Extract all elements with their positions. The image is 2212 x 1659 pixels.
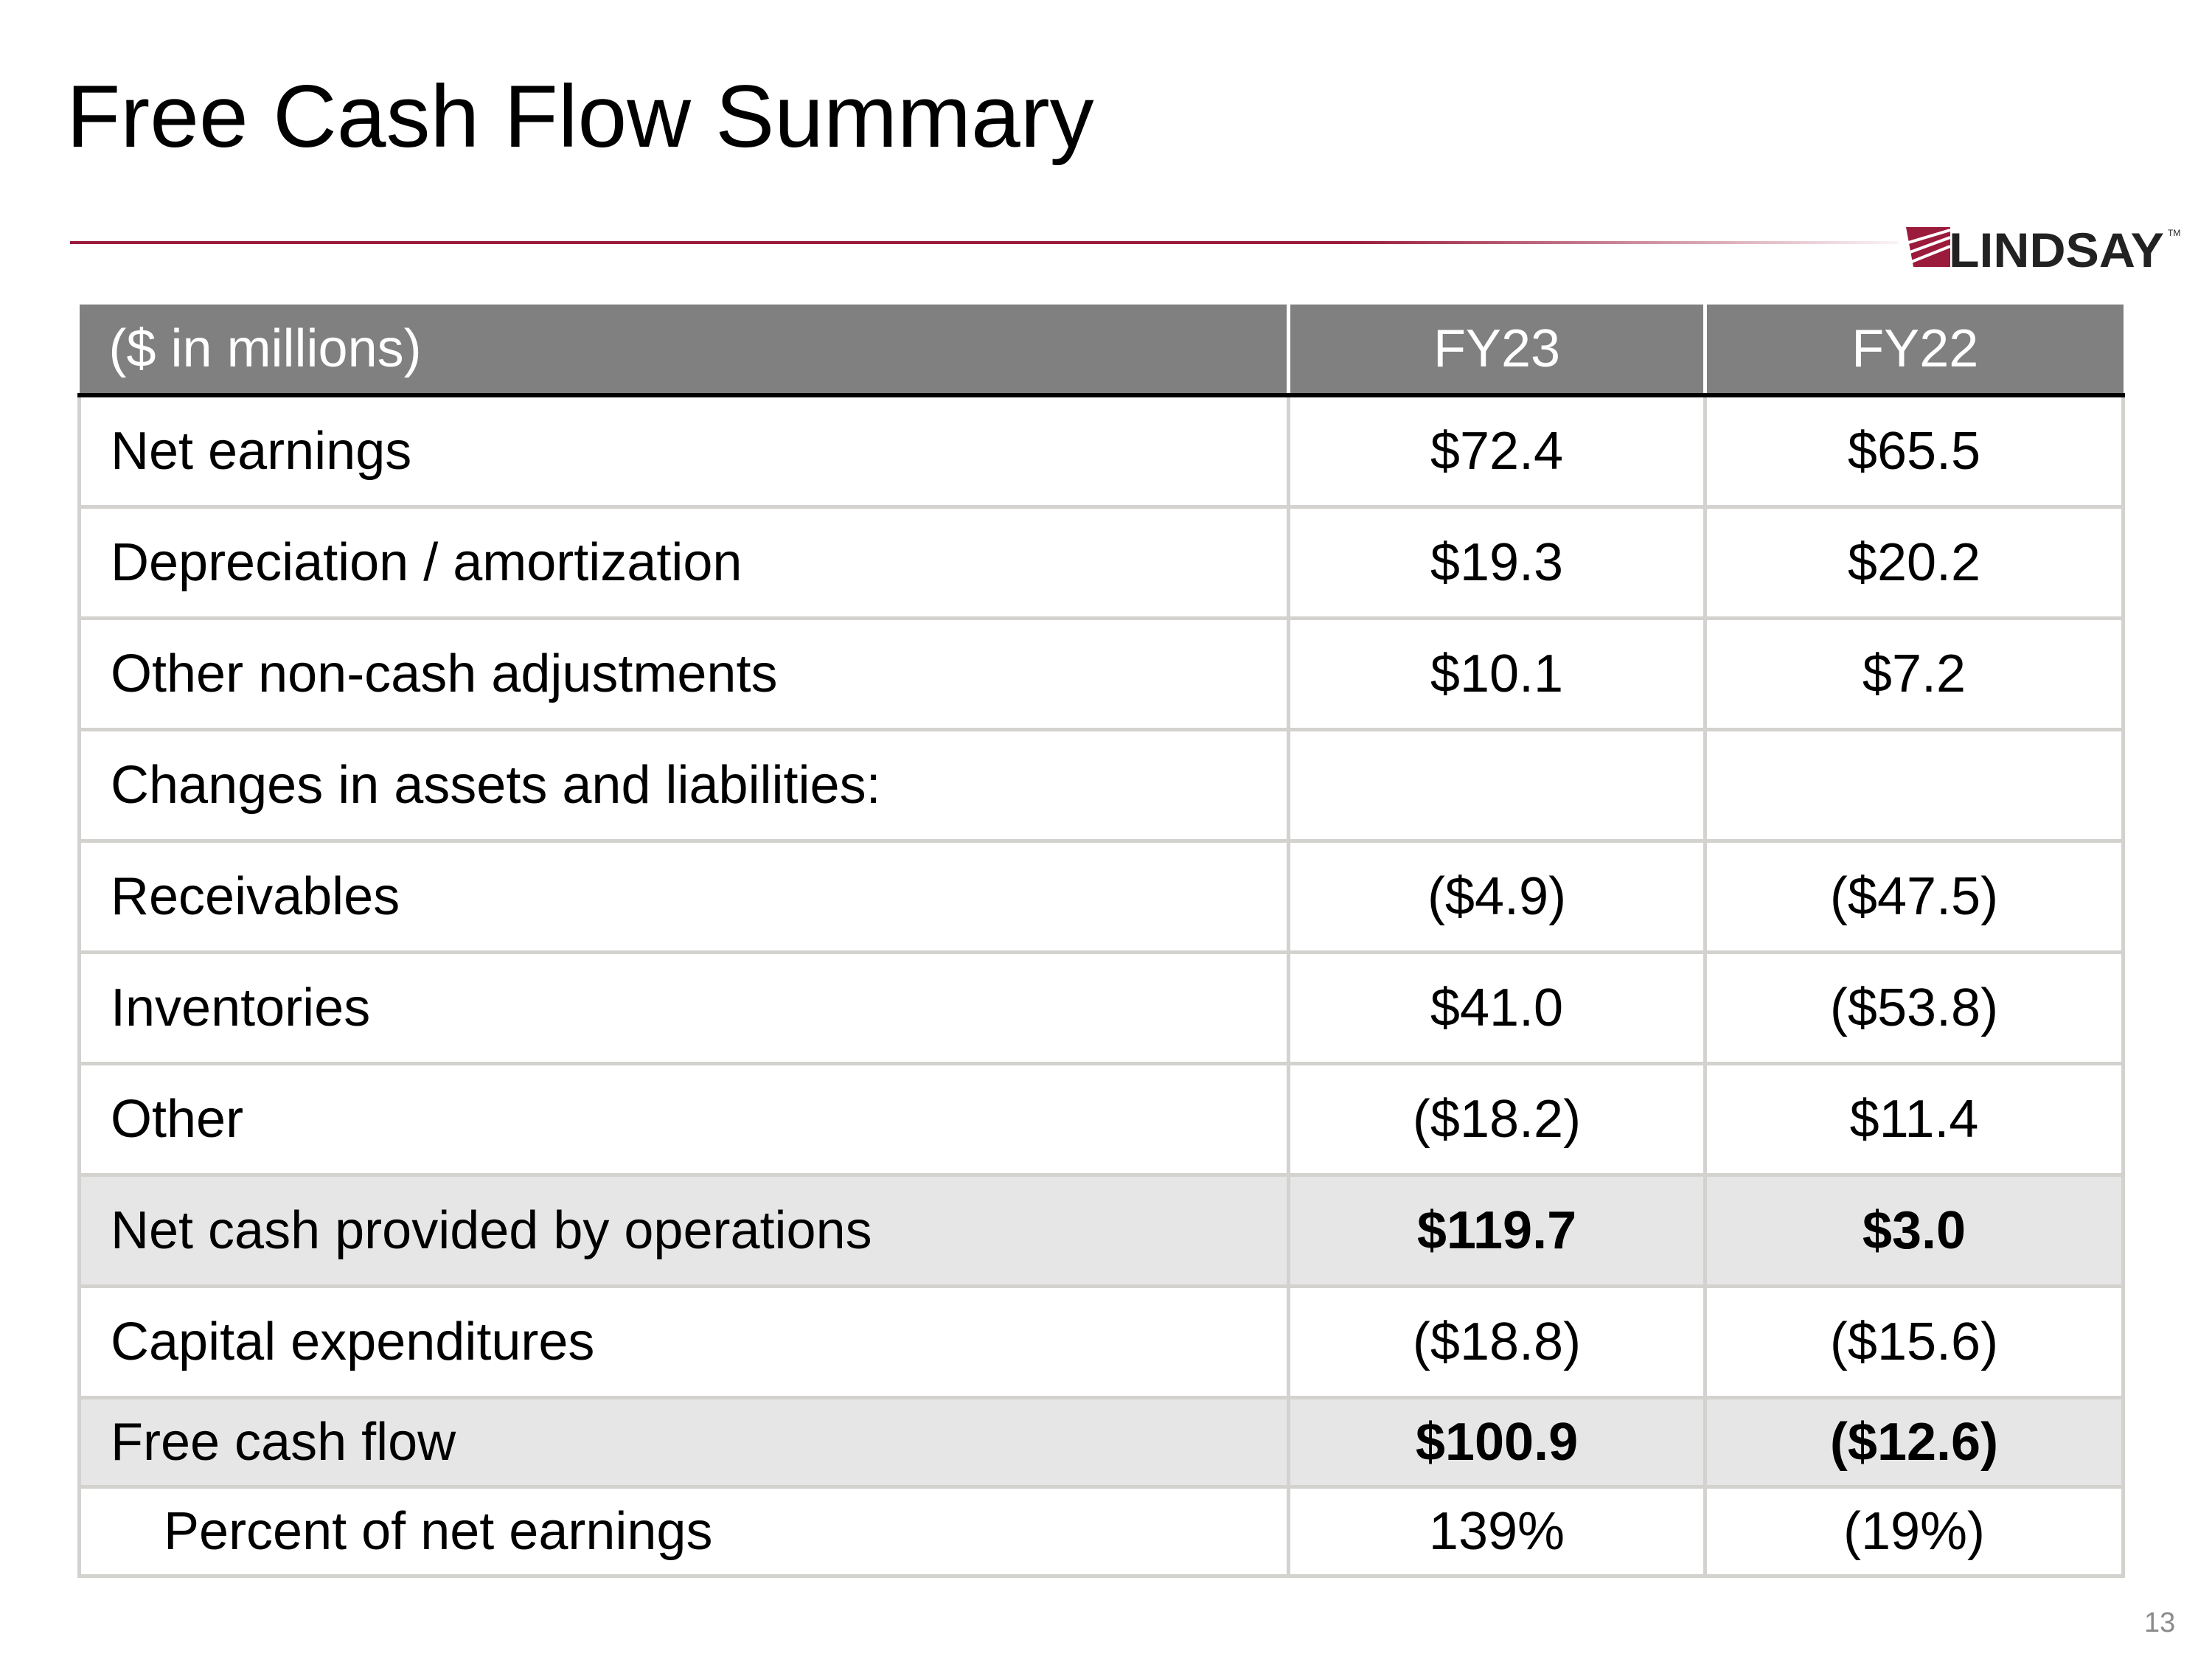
svg-text:TM: TM bbox=[2168, 228, 2180, 238]
table-row: Depreciation / amortization $19.3 $20.2 bbox=[77, 505, 2125, 620]
free-cash-flow-table: ($ in millions) FY23 FY22 Net earnings $7… bbox=[77, 305, 2125, 1578]
svg-text:LINDSAY: LINDSAY bbox=[1949, 223, 2164, 273]
fy22-value: $7.2 bbox=[1703, 616, 2125, 731]
fy23-value bbox=[1287, 728, 1707, 843]
lindsay-logo: LINDSAY TM bbox=[1906, 223, 2180, 273]
page-number: 13 bbox=[2144, 1607, 2176, 1638]
row-label: Receivables bbox=[77, 839, 1290, 954]
row-label: Percent of net earnings bbox=[77, 1485, 1290, 1578]
fy23-value: 139% bbox=[1287, 1485, 1707, 1578]
header-fy23: FY23 bbox=[1287, 305, 1705, 397]
table-row-free-cash-flow: Free cash flow $100.9 ($12.6) bbox=[77, 1396, 2125, 1489]
row-label: Depreciation / amortization bbox=[77, 505, 1290, 620]
fy22-value: ($53.8) bbox=[1703, 950, 2125, 1065]
fy22-value: $11.4 bbox=[1703, 1062, 2125, 1177]
row-label: Other bbox=[77, 1062, 1290, 1177]
header-fy22: FY22 bbox=[1703, 305, 2124, 397]
fy22-value: ($15.6) bbox=[1703, 1284, 2125, 1399]
table-row: Other non-cash adjustments $10.1 $7.2 bbox=[77, 616, 2125, 731]
fy22-value: ($47.5) bbox=[1703, 839, 2125, 954]
title-divider bbox=[70, 241, 1899, 244]
fy23-value: ($18.8) bbox=[1287, 1284, 1707, 1399]
header-units: ($ in millions) bbox=[79, 305, 1289, 397]
fy23-value: $19.3 bbox=[1287, 505, 1707, 620]
fy23-value: ($18.2) bbox=[1287, 1062, 1707, 1177]
fy22-value bbox=[1703, 728, 2125, 843]
table-row: Capital expenditures ($18.8) ($15.6) bbox=[77, 1284, 2125, 1399]
table-row: Receivables ($4.9) ($47.5) bbox=[77, 839, 2125, 954]
table-row: Changes in assets and liabilities: bbox=[77, 728, 2125, 843]
fy23-value: $100.9 bbox=[1287, 1396, 1707, 1489]
fy22-value: ($12.6) bbox=[1703, 1396, 2125, 1489]
page-title: Free Cash Flow Summary bbox=[66, 67, 1094, 166]
row-label: Net earnings bbox=[77, 393, 1290, 509]
fy22-value: $65.5 bbox=[1703, 393, 2125, 509]
table-row: Net earnings $72.4 $65.5 bbox=[77, 393, 2125, 509]
table-row-percent: Percent of net earnings 139% (19%) bbox=[77, 1485, 2125, 1578]
table-header-row: ($ in millions) FY23 FY22 bbox=[79, 305, 2124, 397]
fy22-value: $3.0 bbox=[1703, 1173, 2125, 1288]
row-label: Inventories bbox=[77, 950, 1290, 1065]
fy22-value: $20.2 bbox=[1703, 505, 2125, 620]
fy22-value: (19%) bbox=[1703, 1485, 2125, 1578]
row-label: Capital expenditures bbox=[77, 1284, 1290, 1399]
row-label: Other non-cash adjustments bbox=[77, 616, 1290, 731]
fy23-value: $41.0 bbox=[1287, 950, 1707, 1065]
row-label: Changes in assets and liabilities: bbox=[77, 728, 1290, 843]
table-row: Inventories $41.0 ($53.8) bbox=[77, 950, 2125, 1065]
fy23-value: $119.7 bbox=[1287, 1173, 1707, 1288]
row-label: Net cash provided by operations bbox=[77, 1173, 1290, 1288]
fy23-value: ($4.9) bbox=[1287, 839, 1707, 954]
table-row: Other ($18.2) $11.4 bbox=[77, 1062, 2125, 1177]
table-row-net-cash-operations: Net cash provided by operations $119.7 $3.… bbox=[77, 1173, 2125, 1288]
row-label: Free cash flow bbox=[77, 1396, 1290, 1489]
fy23-value: $72.4 bbox=[1287, 393, 1707, 509]
fy23-value: $10.1 bbox=[1287, 616, 1707, 731]
